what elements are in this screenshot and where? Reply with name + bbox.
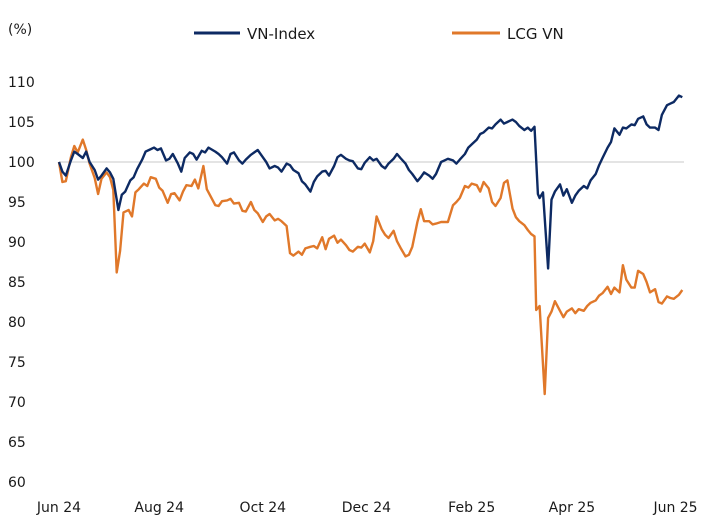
x-tick-label: Aug 24 [134, 500, 184, 516]
series-line-vn-index [57, 94, 683, 270]
y-tick-label: 60 [8, 475, 26, 491]
x-tick-label: Jun 24 [36, 500, 81, 516]
x-tick-label: Dec 24 [342, 500, 391, 516]
legend: VN-Index LCG VN [194, 25, 564, 43]
y-tick-label: 110 [8, 75, 35, 91]
y-tick-label: 105 [8, 115, 35, 131]
y-tick-label: 75 [8, 355, 26, 371]
y-tick-label: 95 [8, 195, 26, 211]
y-tick-label: 70 [8, 395, 26, 411]
y-tick-label: 65 [8, 435, 26, 451]
y-axis-unit-label: (%) [8, 22, 32, 38]
y-axis-ticks: 60 65 70 75 80 85 90 95 100 105 110 [8, 75, 35, 491]
y-tick-label: 100 [8, 155, 35, 171]
series-line-lcg-vn [57, 138, 684, 396]
x-axis-ticks: Jun 24 Aug 24 Oct 24 Dec 24 Feb 25 Apr 25 Jun … [36, 500, 698, 516]
x-tick-label: Apr 25 [549, 500, 595, 516]
y-tick-label: 85 [8, 275, 26, 291]
y-tick-label: 80 [8, 315, 26, 331]
legend-label-lcg-vn: LCG VN [507, 25, 564, 43]
x-tick-label: Oct 24 [240, 500, 287, 516]
y-tick-label: 90 [8, 235, 26, 251]
x-tick-label: Feb 25 [448, 500, 495, 516]
x-tick-label: Jun 25 [652, 500, 697, 516]
series-layer [57, 94, 684, 396]
legend-label-vn-index: VN-Index [247, 25, 315, 43]
